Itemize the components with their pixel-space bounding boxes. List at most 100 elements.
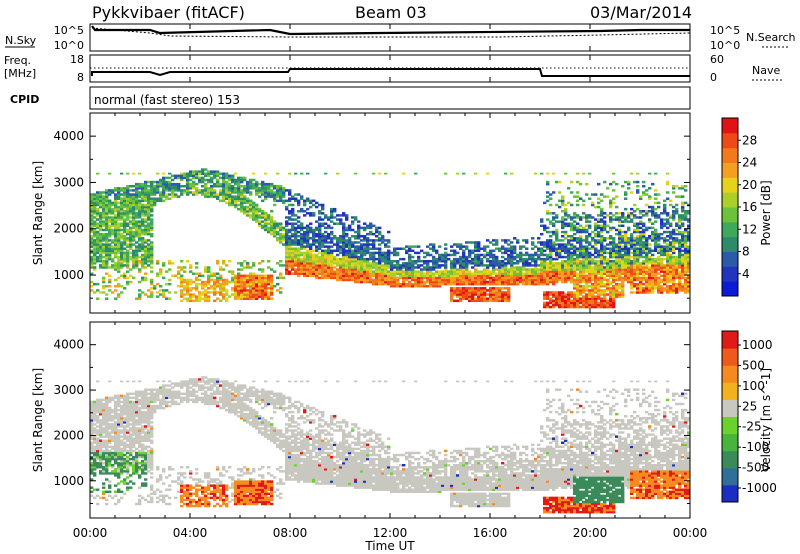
rti-cell: [576, 297, 580, 300]
rti-cell: [444, 264, 448, 267]
rti-cell: [225, 197, 229, 200]
rti-cell: [291, 222, 295, 225]
rti-cell: [453, 266, 457, 269]
rti-cell: [603, 212, 607, 215]
rti-cell: [561, 295, 565, 298]
rti-cell: [321, 264, 325, 267]
rti-cell: [213, 193, 217, 196]
rti-cell: [432, 276, 436, 280]
rti-cell: [105, 222, 109, 225]
rti-cell: [357, 278, 361, 282]
rti-cell: [591, 295, 595, 298]
rti-cell: [603, 276, 607, 280]
rti-cell: [612, 253, 616, 257]
rti-cell: [132, 195, 136, 198]
rti-cell: [171, 182, 175, 186]
rti-cell: [372, 270, 376, 273]
rti-cell: [498, 293, 502, 296]
rti-cell: [666, 259, 670, 263]
rti-cell: [654, 207, 658, 211]
rti-cell: [102, 237, 106, 240]
rti-cell: [204, 193, 208, 196]
rti-cell: [483, 247, 487, 250]
rti-cell: [621, 253, 625, 257]
rti-cell: [219, 184, 223, 188]
rti-cell: [303, 226, 307, 230]
rti-cell: [258, 282, 262, 286]
rti-cell: [543, 262, 547, 265]
rti-cell: [606, 195, 610, 198]
rti-cell: [270, 189, 274, 192]
rti-cell: [207, 280, 211, 284]
rti-cell: [450, 259, 454, 263]
rti-cell: [105, 253, 109, 257]
rti-cell: [423, 251, 427, 255]
rti-cell: [333, 270, 337, 273]
rti-cell: [216, 297, 220, 300]
rti-cell: [351, 220, 355, 223]
rti-cell: [327, 262, 331, 265]
rti-cell: [297, 216, 301, 219]
rti-cell: [228, 189, 232, 192]
rti-cell: [138, 295, 142, 298]
rti-cell: [549, 264, 553, 267]
rti-cell: [141, 224, 145, 228]
rti-cell: [666, 245, 670, 248]
rti-cell: [459, 245, 463, 248]
rti-cell: [558, 245, 562, 248]
rti-cell: [348, 276, 352, 280]
rti-cell: [624, 266, 628, 269]
rti-cell: [141, 245, 145, 248]
rti-cell: [441, 280, 445, 284]
rti-cell: [279, 291, 283, 294]
rti-cell: [381, 280, 385, 284]
rti-cell: [627, 266, 631, 269]
rti-cell: [309, 270, 313, 273]
rti-cell: [495, 276, 499, 280]
rti-cell: [474, 287, 478, 290]
rti-cell: [459, 274, 463, 278]
rti-cell: [624, 272, 628, 275]
rti-cell: [201, 284, 205, 288]
rti-cell: [549, 255, 553, 259]
rti-cell: [636, 274, 640, 278]
rti-cell: [582, 203, 586, 207]
rti-cell: [291, 241, 295, 244]
rti-cell: [468, 253, 472, 257]
rti-cell: [114, 268, 118, 271]
rti-cell: [552, 191, 556, 194]
rti-cell: [264, 293, 268, 296]
rti-cell: [630, 266, 634, 269]
rti-cell: [273, 226, 277, 230]
rti-cell: [210, 178, 214, 182]
rti-cell: [204, 182, 208, 186]
rti-cell: [252, 291, 256, 294]
rti-cell: [306, 224, 310, 228]
rti-cell: [108, 278, 112, 282]
rti-cell: [99, 205, 103, 209]
rti-cell: [99, 257, 103, 261]
rti-cell: [483, 289, 487, 292]
rti-cell: [285, 266, 289, 269]
rti-cell: [378, 243, 382, 246]
rti-cell: [504, 249, 508, 253]
rti-cell: [405, 282, 409, 286]
rti-cell: [567, 243, 571, 246]
rti-cell: [225, 201, 229, 205]
rti-cell: [261, 276, 265, 280]
rti-cell: [549, 239, 553, 242]
rti-cell: [243, 176, 247, 180]
rti-cell: [639, 234, 643, 238]
rti-cell: [561, 220, 565, 223]
rti-cell: [642, 272, 646, 275]
rti-cell: [279, 191, 283, 194]
rti-cell: [576, 272, 580, 275]
rti-cell: [102, 209, 106, 213]
rti-cell: [576, 230, 580, 234]
rti-cell: [300, 253, 304, 257]
rti-cell: [483, 297, 487, 300]
rti-cell: [420, 284, 424, 288]
rti-cell: [177, 182, 181, 186]
rti-cell: [600, 262, 604, 265]
rti-cell: [630, 191, 634, 194]
